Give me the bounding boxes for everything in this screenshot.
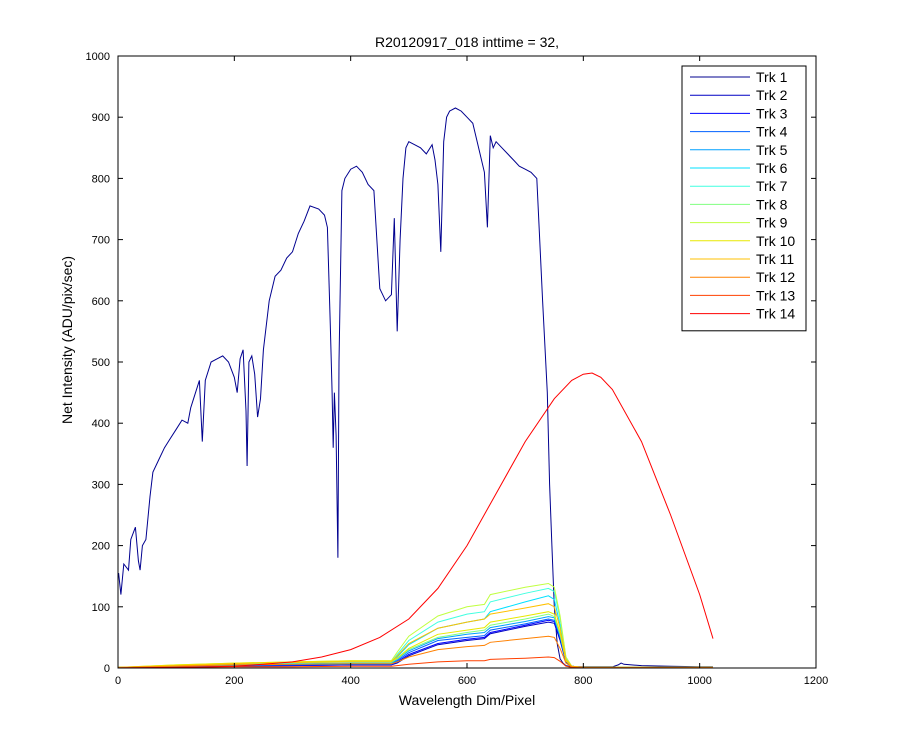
y-tick-label: 700 bbox=[92, 235, 110, 247]
legend-box bbox=[681, 65, 807, 332]
legend-label: Trk 5 bbox=[756, 142, 788, 158]
x-tick-label: 600 bbox=[458, 675, 476, 687]
legend-label: Trk 6 bbox=[756, 160, 788, 176]
legend-label: Trk 4 bbox=[756, 124, 788, 140]
legend-label: Trk 13 bbox=[756, 287, 795, 303]
legend-label: Trk 14 bbox=[756, 306, 795, 322]
x-tick-label: 1000 bbox=[687, 675, 711, 687]
x-axis-label: Wavelength Dim/Pixel bbox=[399, 692, 535, 708]
legend-label: Trk 3 bbox=[756, 105, 788, 121]
y-tick-label: 0 bbox=[104, 663, 110, 675]
series-line-trk-13 bbox=[117, 656, 713, 669]
legend-label: Trk 9 bbox=[756, 215, 788, 231]
legend-label: Trk 12 bbox=[756, 269, 795, 285]
y-tick-label: 300 bbox=[92, 479, 110, 491]
chart-title: R20120917_018 inttime = 32, bbox=[375, 34, 559, 50]
y-tick-label: 500 bbox=[92, 357, 110, 369]
legend-label: Trk 8 bbox=[756, 196, 788, 212]
legend-label: Trk 10 bbox=[756, 233, 795, 249]
y-tick-label: 1000 bbox=[86, 51, 110, 63]
y-axis: 0 100 200 300 400 500 600 700 800 900 1000 bbox=[86, 51, 816, 675]
x-tick-label: 800 bbox=[574, 675, 592, 687]
legend-label: Trk 11 bbox=[756, 251, 794, 267]
series-line-trk-12 bbox=[117, 635, 713, 668]
y-tick-label: 100 bbox=[92, 602, 110, 614]
series-line-trk-14 bbox=[117, 372, 714, 669]
legend-label: Trk 7 bbox=[756, 178, 788, 194]
y-axis-label: Net Intensity (ADU/pix/sec) bbox=[59, 256, 75, 424]
series-line-trk-1 bbox=[118, 107, 713, 668]
legend-label: Trk 1 bbox=[756, 69, 788, 85]
series-layer bbox=[117, 107, 714, 669]
x-tick-label: 1200 bbox=[804, 675, 828, 687]
x-tick-label: 200 bbox=[225, 675, 243, 687]
series-line-trk-11 bbox=[117, 603, 713, 668]
y-tick-label: 800 bbox=[92, 173, 110, 185]
x-axis: 0 200 400 600 800 1000 1200 bbox=[115, 56, 828, 687]
y-tick-label: 400 bbox=[92, 418, 110, 430]
y-tick-label: 200 bbox=[92, 541, 110, 553]
y-tick-label: 900 bbox=[92, 112, 110, 124]
x-tick-label: 0 bbox=[115, 675, 121, 687]
y-tick-label: 600 bbox=[92, 296, 110, 308]
legend-label: Trk 2 bbox=[756, 87, 788, 103]
legend: Trk 1 Trk 2 Trk 3 Trk 4 Trk 5 Trk 6 Trk 7 Trk 8… bbox=[681, 65, 807, 332]
x-tick-label: 400 bbox=[341, 675, 359, 687]
